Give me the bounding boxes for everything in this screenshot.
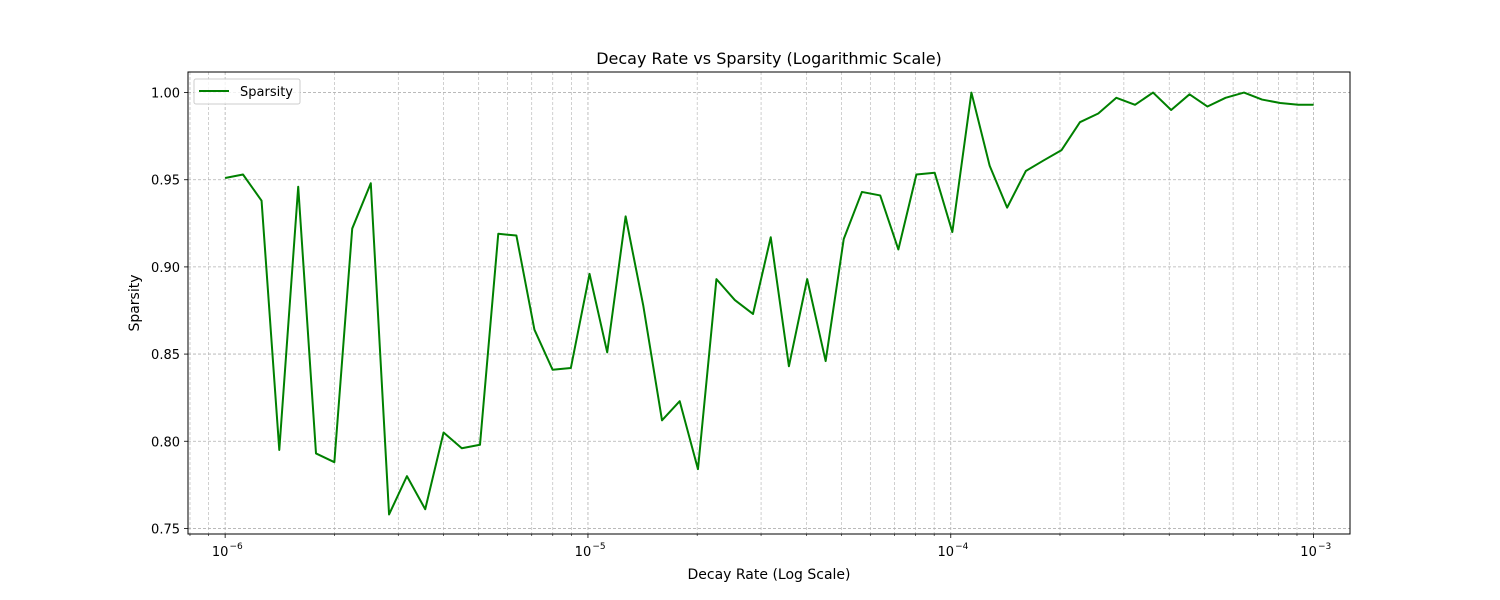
series-line-sparsity (224, 91, 1314, 516)
x-tick-label-exponent: −3 (1318, 542, 1331, 552)
y-tick-label: 0.95 (151, 174, 180, 189)
x-tick-label: 10 (1300, 545, 1317, 560)
chart-title: Decay Rate vs Sparsity (Logarithmic Scal… (596, 49, 942, 68)
series-layer (224, 91, 1314, 516)
y-tick-label: 0.80 (151, 435, 180, 450)
y-tick-label: 1.00 (151, 87, 180, 102)
legend: Sparsity (193, 78, 301, 105)
y-tick-label: 0.85 (151, 348, 180, 363)
x-tick-label-exponent: −5 (592, 542, 605, 552)
plot-area-frame (187, 71, 1351, 535)
y-tick-label: 0.90 (151, 261, 180, 276)
x-tick-label-exponent: −6 (230, 542, 244, 552)
axis-ticks: 10 −6 10 −5 10 −4 10 −30.750.800.850.900.951.00 (151, 87, 1331, 560)
y-tick-label: 0.75 (151, 522, 180, 537)
x-tick-label-exponent: −4 (955, 542, 969, 552)
y-axis-label: Sparsity (127, 274, 143, 331)
legend-label-sparsity: Sparsity (240, 85, 293, 100)
legend-box (193, 78, 301, 105)
x-axis-label: Decay Rate (Log Scale) (687, 567, 850, 583)
x-tick-label: 10 (575, 545, 592, 560)
grid-lines (188, 72, 1350, 534)
x-tick-label: 10 (212, 545, 229, 560)
x-tick-label: 10 (937, 545, 954, 560)
